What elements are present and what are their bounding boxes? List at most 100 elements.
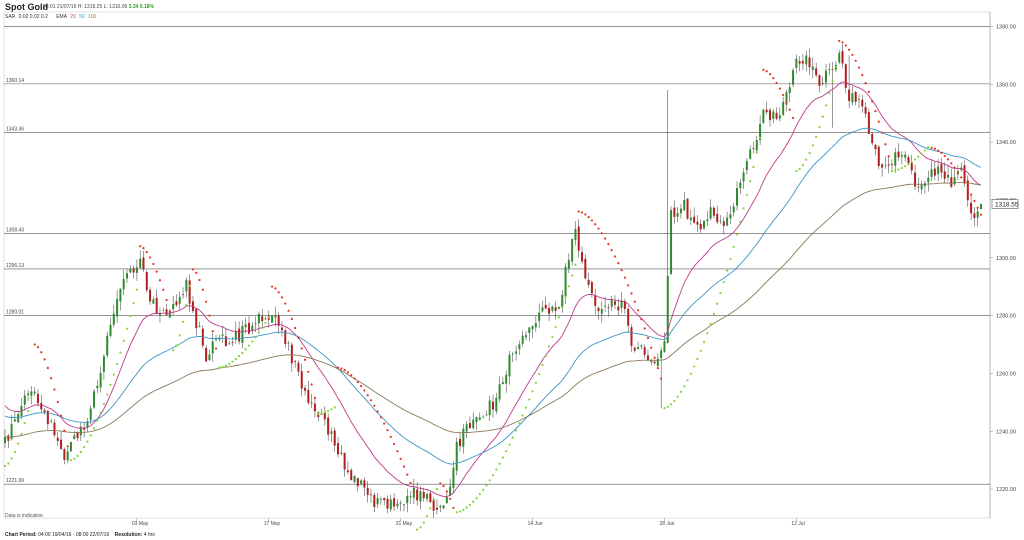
sar-dot-bear xyxy=(877,120,880,123)
candle-body xyxy=(23,395,26,405)
sar-dot-bear xyxy=(412,490,415,493)
candle-body xyxy=(604,305,607,307)
candle-body xyxy=(89,408,92,420)
candle xyxy=(623,298,626,314)
candle xyxy=(205,344,208,363)
candle xyxy=(277,312,280,335)
candle-body xyxy=(475,417,478,423)
sar-dot-bear xyxy=(607,243,610,246)
candle-body xyxy=(904,154,907,158)
sar-dot-bull xyxy=(89,434,92,437)
candle-body xyxy=(162,310,165,312)
candle xyxy=(696,215,699,233)
candle-body xyxy=(346,470,349,473)
candle-body xyxy=(759,123,762,141)
candle-body xyxy=(867,112,870,134)
sar-dot-bear xyxy=(940,151,943,155)
candle-body xyxy=(884,164,887,166)
candle-body xyxy=(290,344,293,364)
candle xyxy=(762,108,765,124)
sar-dot-bull xyxy=(564,295,567,298)
sar-dot-bear xyxy=(785,100,788,104)
candle xyxy=(666,90,669,344)
candle-body xyxy=(890,164,893,165)
candle-body xyxy=(442,505,445,509)
candle xyxy=(465,421,468,439)
sar-dot-bull xyxy=(828,92,831,95)
sar-dot-bull xyxy=(234,357,237,361)
candle-body xyxy=(696,221,699,225)
resolution-label: Resolution: xyxy=(114,532,143,538)
chart-footer: Chart Period: 04:00 19/04/16 - 08:00 22/… xyxy=(5,532,155,538)
sar-dot-bear xyxy=(139,245,142,248)
candle xyxy=(739,179,742,195)
candle-body xyxy=(333,430,336,446)
candle xyxy=(126,269,128,283)
candle xyxy=(597,306,600,320)
sar-dot-bull xyxy=(432,498,435,501)
candle xyxy=(442,504,445,509)
sar-dot-bear xyxy=(205,300,208,303)
candle xyxy=(76,431,79,442)
candle xyxy=(508,351,511,385)
x-tick-label: 17 May xyxy=(264,521,281,527)
sar-dot-bear xyxy=(650,346,653,349)
candle-body xyxy=(492,401,494,410)
candle-body xyxy=(393,498,396,507)
candle xyxy=(854,91,857,106)
candle-body xyxy=(178,296,181,304)
candle xyxy=(208,349,211,361)
sar-dot-bull xyxy=(122,339,125,342)
candle xyxy=(406,488,409,513)
sar-dot-bear xyxy=(201,288,204,291)
sar-dot-bear xyxy=(53,388,56,391)
candle xyxy=(234,321,237,344)
candle xyxy=(389,494,392,512)
candle-body xyxy=(709,207,712,219)
sar-dot-bull xyxy=(23,422,26,425)
sar-dot-bear xyxy=(584,213,587,216)
candle-body xyxy=(261,316,264,321)
candle xyxy=(182,287,185,299)
sar-dot-bull xyxy=(544,354,547,358)
candle xyxy=(27,389,30,402)
candle xyxy=(386,495,389,514)
candle xyxy=(343,452,346,477)
candle-body xyxy=(145,272,148,291)
sar-dot-bull xyxy=(125,327,129,330)
sar-dot-bull xyxy=(518,422,521,425)
sar-dot-bull xyxy=(244,348,247,351)
candle xyxy=(792,68,795,88)
candle-body xyxy=(584,258,587,279)
candle xyxy=(594,288,597,315)
sar-dot-bull xyxy=(666,405,669,408)
candle-body xyxy=(76,432,79,439)
candle xyxy=(280,321,283,337)
candle xyxy=(785,89,788,112)
candle-body xyxy=(449,486,452,496)
y-tick-label: 1240.00 xyxy=(996,429,1016,435)
candle-body xyxy=(462,428,465,447)
candle-body xyxy=(132,268,135,273)
candle xyxy=(353,474,356,484)
candle-body xyxy=(231,342,234,343)
candle xyxy=(864,101,867,118)
sar-dot-bull xyxy=(693,365,696,368)
level-label: 1308.43 xyxy=(6,227,24,233)
sar-dot-bull xyxy=(831,79,834,82)
candle-body xyxy=(129,268,132,273)
candle-body xyxy=(406,495,409,504)
candle-body xyxy=(531,326,534,330)
sar-dot-bull xyxy=(910,160,913,164)
x-tick-label: 12 Jul xyxy=(791,521,804,527)
candle xyxy=(910,154,913,175)
sar-dot-bear xyxy=(841,41,844,44)
candle-body xyxy=(337,443,340,455)
candle xyxy=(973,207,976,227)
candle xyxy=(50,418,53,424)
candle-body xyxy=(650,360,653,363)
sar-dot-bear xyxy=(646,336,650,340)
sar-dot-bear xyxy=(208,314,211,317)
sar-dot-bull xyxy=(815,135,818,138)
candle xyxy=(980,203,982,210)
